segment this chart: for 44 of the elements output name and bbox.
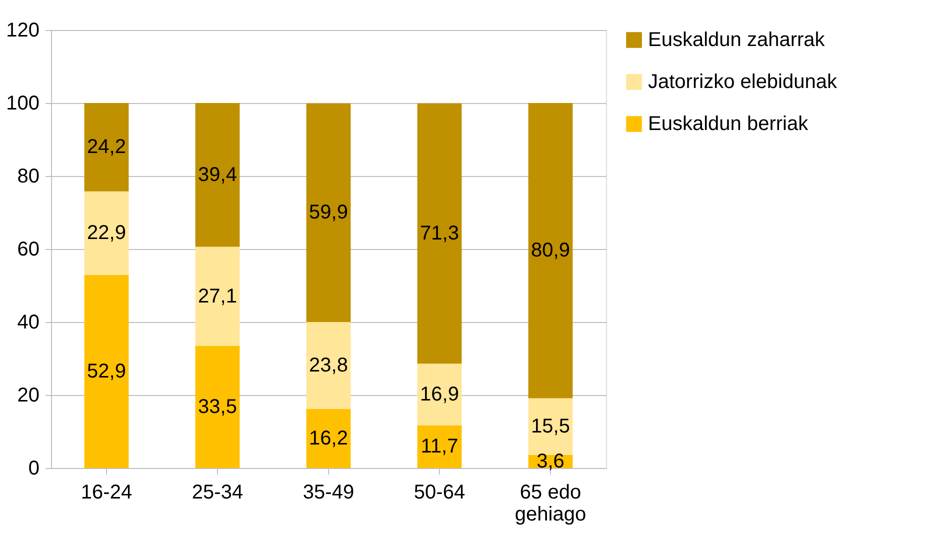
data-label: 16,9 [420,383,459,406]
data-label: 15,5 [531,416,570,438]
bar [417,425,462,468]
x-tick-label: 35-49 [302,482,354,504]
data-label: 71,3 [420,222,459,244]
y-tick-label: 40 [17,312,40,334]
bar [417,103,462,364]
bar [306,103,351,322]
y-tick-label: 100 [6,92,40,114]
bar [417,364,462,426]
data-label: 23,8 [309,354,348,376]
data-label: 3,6 [536,450,564,472]
data-label: 22,9 [87,222,126,244]
bar [306,322,351,409]
x-tick-label: 65 edo gehiago [514,482,586,526]
bar [306,408,351,468]
data-label: 52,9 [87,360,126,382]
x-tick-label: 50-64 [414,482,466,504]
data-label: 80,9 [531,240,570,262]
data-label: 27,1 [198,285,237,308]
bar [84,191,129,275]
data-label: 16,2 [309,427,348,450]
bar [84,274,129,468]
bar [195,103,240,247]
data-label: 24,2 [87,136,126,158]
bar [84,103,129,192]
legend-label: Euskaldun berriak [648,113,810,135]
x-tick-label: 25-34 [192,482,244,504]
data-label: 11,7 [420,436,458,458]
y-tick-label: 0 [28,458,40,480]
y-tick-label: 20 [17,384,40,406]
y-tick-label: 120 [6,20,40,42]
legend-label: Euskaldun zaharrak [648,29,826,51]
bar [528,398,573,455]
data-label: 33,5 [198,396,237,418]
bar [528,103,573,398]
y-tick-label: 60 [17,238,40,260]
legend-label: Jatorrizko elebidunak [648,71,838,93]
x-tick-label: 16-24 [80,482,132,504]
bar [195,246,240,346]
y-tick-label: 80 [17,166,40,188]
bar [195,346,240,468]
data-label: 39,4 [198,164,237,186]
data-label: 59,9 [309,202,348,224]
